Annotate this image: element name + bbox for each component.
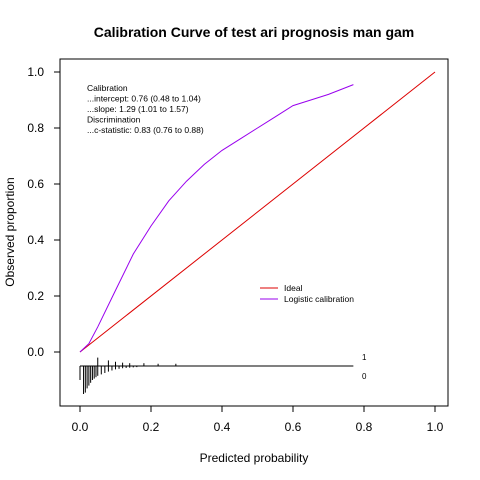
y-tick-label: 0.8 [27,121,44,135]
events-label: 1 [362,353,367,362]
x-axis-label: Predicted probability [200,451,309,465]
ideal-line [79,71,436,353]
distribution-rug: 10 [79,353,367,394]
y-tick-label: 0.0 [27,345,44,359]
annotation-line: Calibration [87,83,128,93]
x-tick-label: 0.4 [214,420,231,434]
stats-annotation: Calibration...intercept: 0.76 (0.48 to 1… [87,83,204,135]
x-tick-label: 0.0 [72,420,89,434]
y-tick-label: 0.4 [27,233,44,247]
y-axis-label: Observed proportion [3,177,17,286]
annotation-line: ...intercept: 0.76 (0.48 to 1.04) [87,94,201,104]
logistic-calibration-line [79,84,354,353]
plot-frame [59,58,449,407]
chart-title: Calibration Curve of test ari prognosis … [94,24,415,40]
legend-label: Logistic calibration [284,294,354,304]
y-tick-label: 0.2 [27,289,44,303]
y-tick-label: 0.6 [27,177,44,191]
x-tick-label: 1.0 [427,420,444,434]
annotation-line: ...c-statistic: 0.83 (0.76 to 0.88) [87,125,204,135]
x-tick-label: 0.6 [285,420,302,434]
x-tick-label: 0.2 [143,420,160,434]
annotation-line: Discrimination [87,115,141,125]
axis-ticks: 0.0 0.2 0.4 0.6 0.8 1.0 0.0 0.2 0.4 0.6 0.8 1.0 [27,65,443,434]
x-tick-label: 0.8 [356,420,373,434]
nonevents-label: 0 [362,372,367,381]
series-lines [79,71,436,353]
y-tick-label: 1.0 [27,65,44,79]
legend-label: Ideal [284,283,303,293]
annotation-line: ...slope: 1.29 (1.01 to 1.57) [87,104,189,114]
